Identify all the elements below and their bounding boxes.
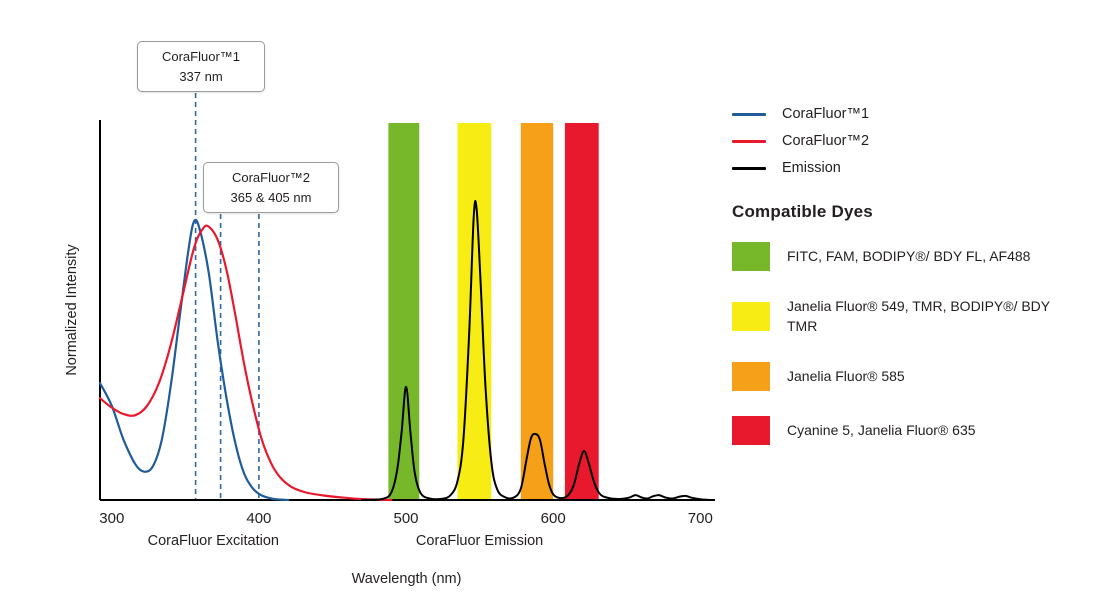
callout-value: 337 nm <box>179 68 223 84</box>
x-tick-label: 400 <box>246 510 271 527</box>
dye-band-red <box>564 123 599 500</box>
dye-row-green: FITC, FAM, BODIPY®/ BDY FL, AF488 <box>732 242 1104 271</box>
legend-label: CoraFluor™2 <box>782 133 870 149</box>
dye-row-orange: Janelia Fluor® 585 <box>732 361 1104 391</box>
legend-line-sample <box>732 112 766 116</box>
spectra-chart: 300 400 500 600 700 CoraFluor Excitation CoraF… <box>64 84 715 587</box>
dye-swatch-red <box>732 415 770 445</box>
x-tick-label: 500 <box>393 510 418 527</box>
dye-label: Janelia Fluor® 585 <box>787 367 905 384</box>
series-emission <box>360 200 714 501</box>
legend-label: Emission <box>782 160 841 176</box>
legend-line-sample <box>732 166 766 170</box>
y-axis-title: Normalized Intensity <box>64 244 80 376</box>
callout-corafluor2: CoraFluor™2 365 & 405 nm <box>203 162 339 213</box>
axis-sublabel: CoraFluor Emission <box>416 533 543 549</box>
x-axis-title: Wavelength (nm) <box>352 571 462 587</box>
legend-label: CoraFluor™1 <box>782 106 870 122</box>
legend-panel: CoraFluor™1 CoraFluor™2 Emission Compati… <box>732 106 1104 470</box>
x-tick-label: 700 <box>688 510 713 527</box>
callout-title: CoraFluor™1 <box>161 49 241 64</box>
dye-row-red: Cyanine 5, Janelia Fluor® 635 <box>732 415 1104 445</box>
dye-label: FITC, FAM, BODIPY®/ BDY FL, AF488 <box>787 248 1031 265</box>
dye-row-yellow: Janelia Fluor® 549, TMR, BODIPY®/ BDY TM… <box>732 296 1104 337</box>
axis-sublabel: CoraFluor Excitation <box>148 533 279 549</box>
legend-item-corafluor2: CoraFluor™2 <box>732 133 1104 149</box>
dye-band-green <box>388 123 420 500</box>
dye-swatch-green <box>732 242 770 271</box>
callout-corafluor1: CoraFluor™1 337 nm <box>137 41 265 92</box>
dye-swatch-yellow <box>732 301 770 331</box>
dye-label: Cyanine 5, Janelia Fluor® 635 <box>787 421 976 438</box>
legend-item-emission: Emission <box>732 160 1104 176</box>
x-tick-label: 600 <box>541 510 566 527</box>
dye-band-orange <box>520 123 554 500</box>
compatible-dyes-heading: Compatible Dyes <box>732 202 873 221</box>
x-tick-label: 300 <box>99 510 124 527</box>
legend-item-corafluor1: CoraFluor™1 <box>732 106 1104 122</box>
dye-label: Janelia Fluor® 549, TMR, BODIPY®/ BDY TM… <box>787 298 1050 335</box>
legend-line-sample <box>732 139 766 143</box>
dye-swatch-orange <box>732 361 770 391</box>
series-corafluor1 <box>98 218 290 502</box>
callout-value: 365 & 405 nm <box>230 189 312 205</box>
series-corafluor2 <box>98 224 393 502</box>
callout-title: CoraFluor™2 <box>231 170 311 185</box>
